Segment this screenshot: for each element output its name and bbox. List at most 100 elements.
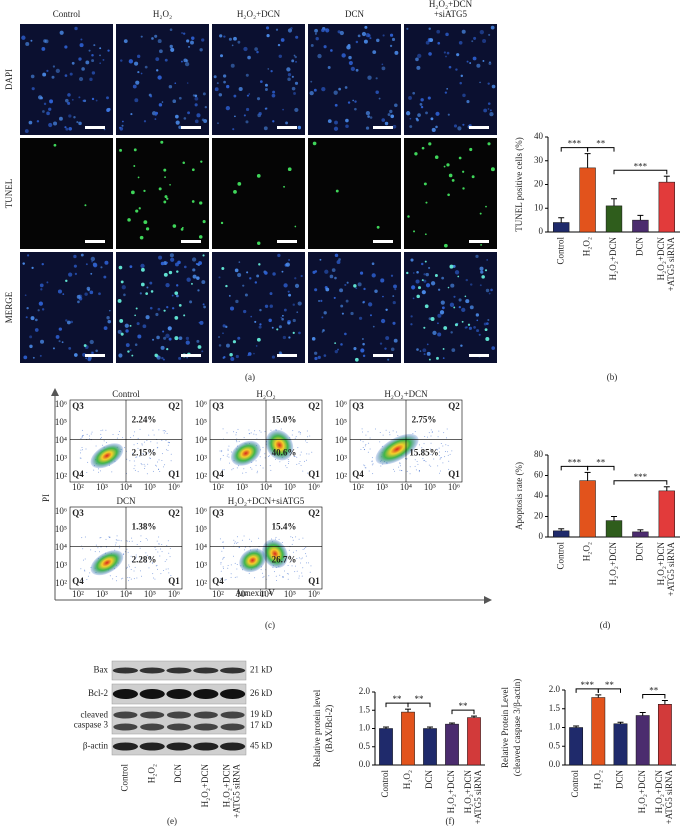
event bbox=[399, 469, 401, 471]
quadrant-label: Q4 bbox=[212, 576, 224, 586]
nucleus bbox=[237, 273, 242, 278]
event bbox=[86, 579, 88, 581]
nucleus bbox=[166, 306, 169, 309]
event bbox=[116, 539, 118, 541]
event bbox=[128, 566, 130, 568]
event bbox=[81, 436, 83, 438]
nucleus bbox=[218, 344, 222, 347]
nucleus bbox=[107, 319, 112, 324]
tunel-dot bbox=[423, 182, 427, 186]
event bbox=[292, 539, 294, 541]
x-tick-label: 10³ bbox=[236, 589, 248, 599]
tunel-dot bbox=[202, 254, 205, 257]
event bbox=[254, 430, 256, 432]
event bbox=[160, 573, 162, 575]
nucleus bbox=[364, 25, 368, 29]
nucleus bbox=[367, 75, 372, 80]
nucleus bbox=[330, 49, 333, 52]
event bbox=[82, 449, 84, 451]
nucleus bbox=[362, 342, 365, 346]
event bbox=[166, 559, 168, 561]
plot-title: DCN bbox=[116, 496, 136, 506]
event bbox=[367, 431, 369, 433]
tunel-dot bbox=[137, 176, 140, 179]
nucleus bbox=[219, 34, 223, 38]
nucleus bbox=[78, 57, 82, 61]
nucleus bbox=[294, 55, 297, 59]
bar bbox=[467, 717, 481, 766]
event bbox=[122, 437, 124, 439]
nucleus bbox=[285, 121, 288, 125]
event bbox=[256, 470, 258, 472]
event bbox=[309, 435, 311, 437]
event bbox=[276, 579, 278, 581]
nucleus bbox=[327, 66, 331, 69]
nucleus bbox=[156, 69, 159, 72]
nucleus bbox=[448, 65, 452, 69]
panel-label: (a) bbox=[245, 372, 255, 382]
nucleus bbox=[73, 264, 77, 268]
nucleus bbox=[310, 80, 313, 83]
nucleus bbox=[184, 61, 190, 67]
nucleus bbox=[247, 352, 252, 356]
event bbox=[401, 470, 403, 472]
event bbox=[124, 551, 126, 553]
x-tick-label: 10³ bbox=[96, 482, 108, 492]
nucleus bbox=[286, 67, 291, 72]
nucleus bbox=[321, 28, 325, 33]
x-tick-label: +ATG5 siRNA bbox=[666, 237, 676, 292]
nucleus bbox=[253, 352, 255, 355]
event bbox=[133, 468, 135, 470]
event bbox=[145, 552, 147, 554]
x-tick-label: H₂O₂ bbox=[402, 770, 412, 789]
x-tick-label: H₂O₂ bbox=[582, 542, 592, 561]
nucleus bbox=[103, 326, 108, 330]
event bbox=[248, 432, 250, 434]
tunel-dot bbox=[376, 225, 380, 229]
event bbox=[105, 546, 107, 548]
nucleus bbox=[259, 323, 262, 326]
tunel-dot bbox=[283, 185, 285, 188]
x-tick-label: 10² bbox=[72, 589, 84, 599]
event bbox=[168, 442, 170, 444]
event bbox=[299, 460, 301, 462]
event bbox=[115, 542, 117, 544]
nucleus bbox=[415, 57, 419, 62]
band-label: β-actin bbox=[83, 741, 109, 751]
nucleus bbox=[466, 60, 469, 63]
nucleus bbox=[291, 75, 294, 78]
row-label: TUNEL bbox=[4, 179, 14, 209]
nucleus bbox=[25, 41, 30, 46]
band bbox=[166, 742, 192, 751]
nucleus bbox=[140, 72, 143, 75]
y-tick-label: 10⁵ bbox=[195, 524, 207, 534]
nucleus bbox=[258, 325, 262, 329]
event bbox=[371, 464, 373, 466]
event bbox=[438, 447, 440, 449]
nucleus bbox=[99, 62, 101, 65]
nucleus bbox=[67, 93, 71, 97]
event bbox=[102, 444, 104, 446]
event bbox=[245, 472, 247, 474]
event bbox=[227, 453, 229, 455]
event bbox=[122, 577, 124, 579]
event bbox=[112, 578, 114, 580]
event bbox=[371, 457, 373, 459]
event bbox=[140, 575, 142, 577]
event bbox=[228, 445, 230, 447]
event bbox=[221, 550, 223, 552]
nucleus bbox=[469, 305, 474, 310]
event bbox=[160, 548, 162, 550]
event bbox=[438, 430, 440, 432]
event bbox=[90, 549, 92, 551]
tunel-dot bbox=[145, 227, 150, 231]
nucleus bbox=[55, 335, 60, 339]
quadrant-label: Q3 bbox=[72, 508, 84, 518]
nucleus bbox=[393, 284, 397, 289]
nucleus bbox=[390, 114, 395, 119]
nucleus bbox=[136, 54, 141, 59]
bar bbox=[579, 167, 596, 233]
nucleus bbox=[317, 53, 322, 59]
nucleus bbox=[199, 48, 203, 52]
event bbox=[167, 540, 169, 542]
